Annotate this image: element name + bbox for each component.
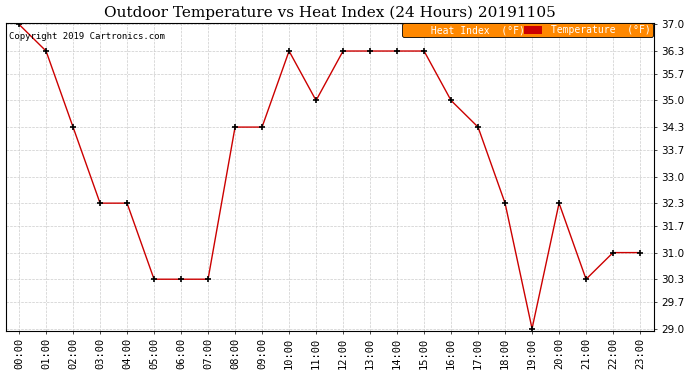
Text: Copyright 2019 Cartronics.com: Copyright 2019 Cartronics.com xyxy=(9,32,165,41)
Legend:  Heat Index  (°F),  Temperature  (°F): Heat Index (°F), Temperature (°F) xyxy=(402,24,653,38)
Title: Outdoor Temperature vs Heat Index (24 Hours) 20191105: Outdoor Temperature vs Heat Index (24 Ho… xyxy=(104,6,555,20)
